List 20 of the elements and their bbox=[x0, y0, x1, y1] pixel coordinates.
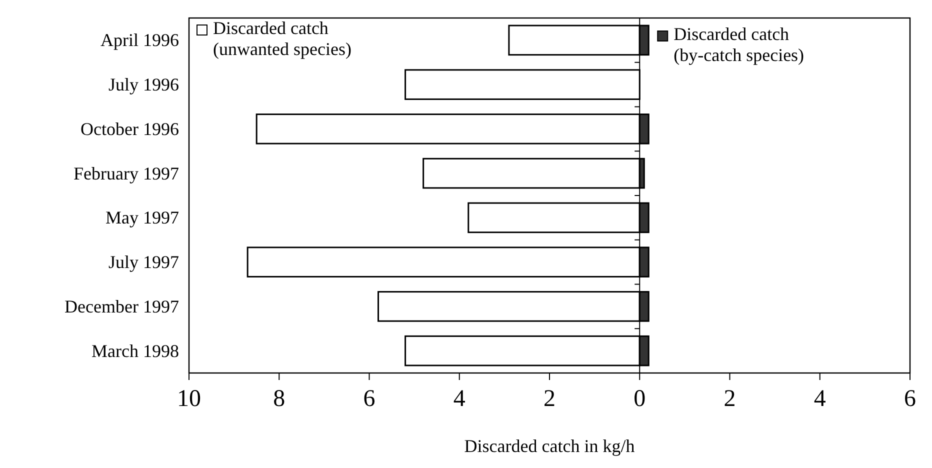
x-tick-label: 2 bbox=[724, 386, 736, 412]
y-tick-label: March 1998 bbox=[92, 340, 179, 361]
x-tick-label: 4 bbox=[814, 386, 826, 412]
y-tick-label: July 1997 bbox=[108, 252, 179, 272]
y-tick-label: December 1997 bbox=[64, 296, 179, 316]
x-tick-label: 6 bbox=[904, 386, 916, 412]
x-axis-title: Discarded catch in kg/h bbox=[464, 436, 635, 456]
y-tick-label: April 1996 bbox=[100, 30, 179, 50]
y-tick-label: July 1996 bbox=[108, 74, 179, 95]
legend-label: Discarded catch (unwanted species) bbox=[213, 18, 352, 59]
x-tick-label: 8 bbox=[273, 386, 286, 412]
x-tick-label: 4 bbox=[453, 386, 466, 412]
y-tick-label: October 1996 bbox=[80, 118, 179, 139]
x-tick-label: 0 bbox=[634, 386, 646, 412]
legend-label: Discarded catch (by-catch species) bbox=[674, 24, 804, 65]
x-tick-label: 10 bbox=[177, 386, 201, 412]
x-tick-label: 2 bbox=[544, 386, 556, 412]
y-tick-label: February 1997 bbox=[74, 163, 179, 184]
y-tick-label: May 1997 bbox=[106, 208, 179, 228]
x-tick-label: 6 bbox=[363, 386, 376, 412]
